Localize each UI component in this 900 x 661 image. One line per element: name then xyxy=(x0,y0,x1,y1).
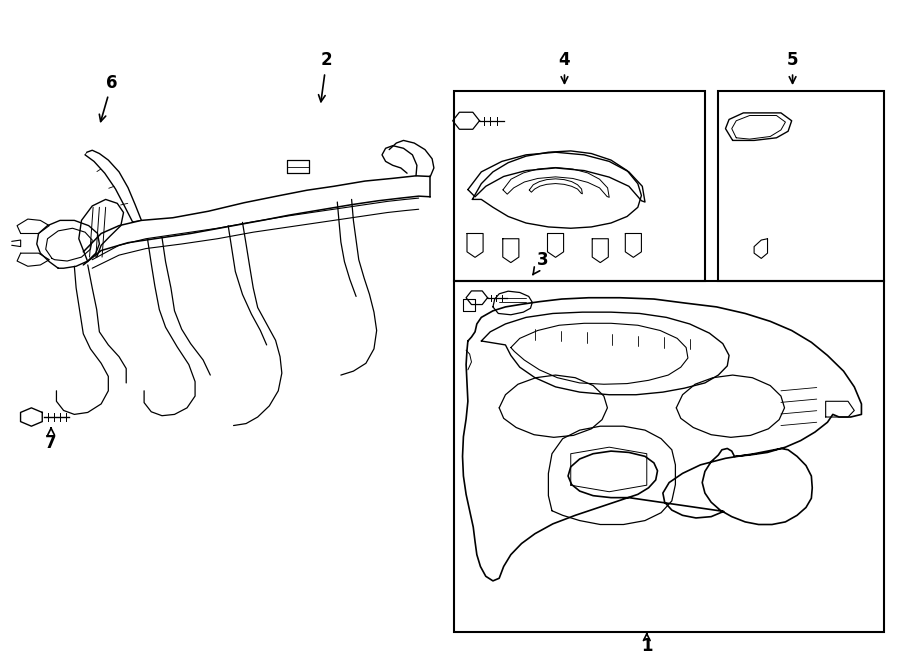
Text: 4: 4 xyxy=(559,52,571,83)
Text: 3: 3 xyxy=(533,251,549,275)
Text: 2: 2 xyxy=(319,52,332,102)
Text: 1: 1 xyxy=(641,634,652,656)
Text: 7: 7 xyxy=(45,428,57,452)
Bar xyxy=(454,91,705,282)
Text: 5: 5 xyxy=(787,52,798,83)
Bar xyxy=(718,91,884,282)
Text: 6: 6 xyxy=(99,74,118,122)
Bar xyxy=(454,282,884,632)
